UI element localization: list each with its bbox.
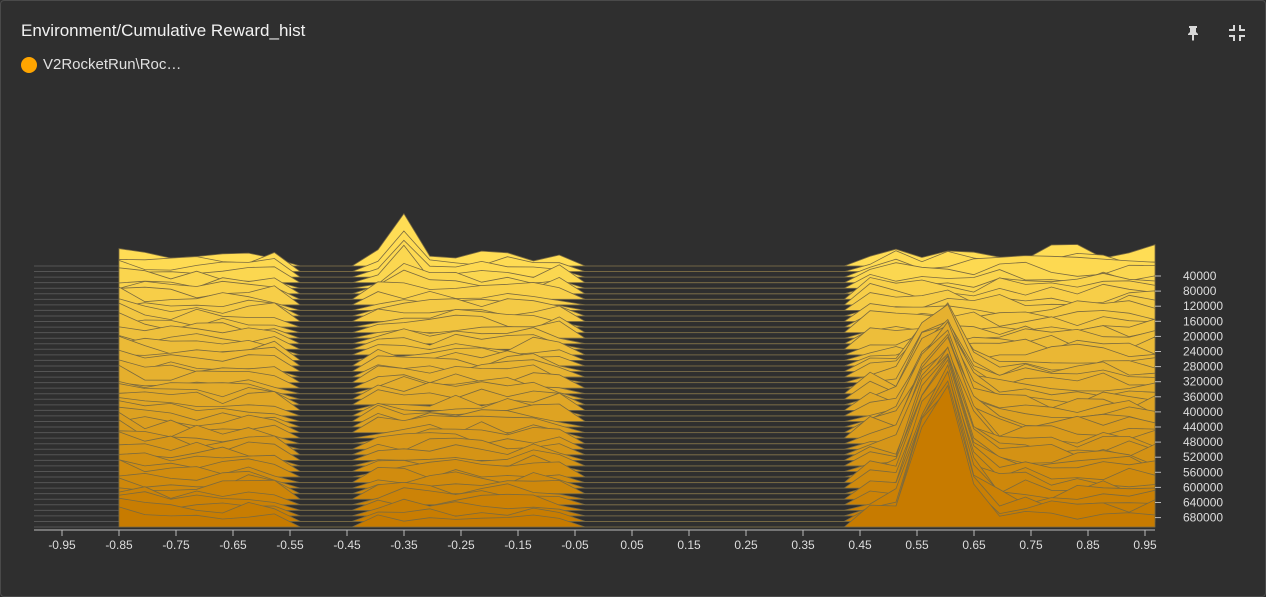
- x-tick-label: -0.65: [219, 538, 247, 552]
- x-tick-label: 0.55: [905, 538, 929, 552]
- y-tick-label: 320000: [1183, 375, 1223, 389]
- x-tick-label: -0.05: [561, 538, 589, 552]
- x-tick-label: -0.55: [276, 538, 304, 552]
- ridge-layer: [118, 311, 1156, 372]
- fullscreen-exit-button[interactable]: [1225, 21, 1249, 45]
- x-tick-label: 0.65: [962, 538, 986, 552]
- y-tick-label: 600000: [1183, 480, 1223, 494]
- x-tick-label: 0.85: [1076, 538, 1100, 552]
- x-tick-label: -0.25: [447, 538, 475, 552]
- chart-title: Environment/Cumulative Reward_hist: [21, 21, 306, 40]
- legend: V2RocketRun\Roc…: [21, 56, 181, 73]
- x-tick-label: 0.35: [791, 538, 815, 552]
- legend-label: V2RocketRun\Roc…: [43, 56, 182, 73]
- x-tick-label: 0.05: [620, 538, 644, 552]
- pin-icon: [1188, 26, 1198, 41]
- y-tick-label: 680000: [1183, 511, 1223, 525]
- y-tick-label: 160000: [1183, 314, 1223, 328]
- y-tick-label: 240000: [1183, 345, 1223, 359]
- legend-color-dot: [21, 56, 37, 73]
- x-tick-label: 0.75: [1019, 538, 1043, 552]
- y-tick-label: 560000: [1183, 465, 1223, 479]
- x-tick-label: -0.75: [162, 538, 190, 552]
- x-tick-label: -0.85: [105, 538, 133, 552]
- y-tick-label: 80000: [1183, 284, 1217, 298]
- ridge-layers: [34, 212, 1156, 528]
- x-tick-label: -0.45: [333, 538, 361, 552]
- x-tick-label: -0.35: [390, 538, 418, 552]
- y-tick-label: 480000: [1183, 435, 1223, 449]
- y-tick-label: 360000: [1183, 390, 1223, 404]
- y-tick-label: 640000: [1183, 496, 1223, 510]
- x-tick-label: 0.15: [677, 538, 701, 552]
- x-tick-label: -0.95: [48, 538, 76, 552]
- ridge-layer: [118, 327, 1156, 350]
- x-tick-label: 0.25: [734, 538, 758, 552]
- x-tick-label: 0.95: [1133, 538, 1157, 552]
- y-tick-label: 520000: [1183, 450, 1223, 464]
- y-tick-label: 200000: [1183, 329, 1223, 343]
- ridge-layer: [118, 286, 1156, 311]
- x-tick-label: -0.15: [504, 538, 532, 552]
- pin-button[interactable]: [1181, 21, 1205, 45]
- ridge-layer: [118, 335, 1156, 361]
- y-tick-label: 40000: [1183, 269, 1217, 283]
- fullscreen-exit-icon: [1229, 25, 1245, 41]
- x-axis: -0.95 -0.85 -0.75 -0.65 -0.55 -0.45 -0.35 -0.25…: [34, 529, 1157, 552]
- y-tick-label: 400000: [1183, 405, 1223, 419]
- ridge-layer: [118, 384, 1156, 528]
- ridge-layer: [118, 244, 1156, 284]
- x-tick-label: 0.45: [848, 538, 872, 552]
- y-tick-label: 120000: [1183, 299, 1223, 313]
- y-tick-label: 280000: [1183, 360, 1223, 374]
- chart-toolbar: [1181, 21, 1249, 45]
- y-tick-label: 440000: [1183, 420, 1223, 434]
